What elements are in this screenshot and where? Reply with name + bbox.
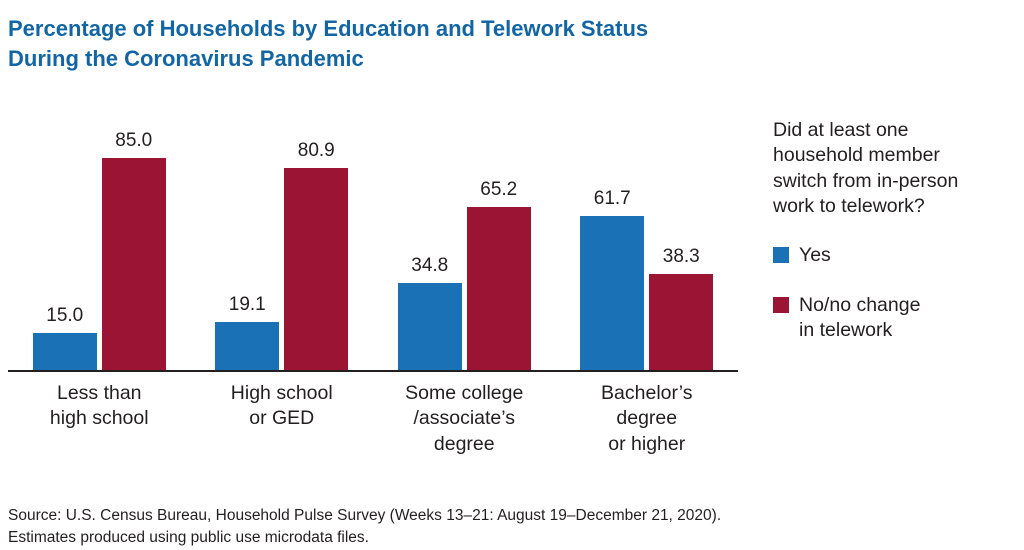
bar-yes-3: 61.7 — [580, 188, 645, 370]
source-line-2: Estimates produced using public use micr… — [8, 529, 369, 547]
legend-item-no: No/no change in telework — [773, 293, 1018, 344]
value-label-yes-0: 15.0 — [46, 304, 84, 326]
plot-area: 15.0 85.0 19.1 80.9 34.8 65.2 61.7 38.3 — [8, 120, 738, 370]
category-label-2: Some college /associate’s degree — [405, 382, 524, 455]
legend-question: Did at least one household member switch… — [773, 119, 959, 218]
x-axis-line — [8, 370, 738, 372]
legend: Did at least one household member switch… — [773, 118, 1018, 343]
bar-group-3: 61.7 38.3 — [580, 188, 714, 370]
bar-no-2: 65.2 — [466, 179, 531, 370]
category-label-0: Less than high school — [49, 382, 149, 430]
x-axis-labels: Less than high school High school or GED S… — [8, 381, 738, 457]
legend-label-yes: Yes — [799, 244, 831, 267]
legend-swatch-yes — [773, 247, 789, 264]
category-label-1: High school or GED — [230, 382, 333, 430]
legend-item-yes: Yes — [773, 243, 1018, 268]
value-label-no-0: 85.0 — [115, 129, 153, 151]
bar-yes-1: 19.1 — [215, 294, 280, 370]
bar-no-3: 38.3 — [649, 246, 714, 370]
bar-group-2: 34.8 65.2 — [397, 179, 531, 370]
source-note: Source: U.S. Census Bureau, Household Pu… — [8, 505, 721, 550]
value-label-no-1: 80.9 — [297, 139, 335, 161]
source-line-1: Source: U.S. Census Bureau, Household Pu… — [8, 507, 722, 524]
bar-yes-2: 34.8 — [397, 255, 462, 370]
legend-label-no: No/no change in telework — [799, 293, 921, 342]
bar-group-1: 19.1 80.9 — [215, 140, 349, 370]
value-label-no-3: 38.3 — [662, 246, 700, 268]
value-label-yes-3: 61.7 — [593, 187, 631, 209]
value-label-yes-2: 34.8 — [411, 255, 449, 276]
bar-group-0: 15.0 85.0 — [32, 130, 166, 370]
value-label-yes-1: 19.1 — [228, 294, 266, 316]
bar-chart: 15.0 85.0 19.1 80.9 34.8 65.2 61.7 38.3 Less th… — [8, 120, 738, 457]
chart-title: Percentage of Households by Education an… — [8, 16, 649, 71]
category-label-3: Bachelor’s degree or higher — [601, 382, 693, 455]
bar-yes-0: 15.0 — [32, 305, 97, 370]
legend-items: Yes No/no change in telework — [773, 243, 1018, 343]
value-label-no-2: 65.2 — [480, 179, 518, 200]
bar-no-1: 80.9 — [284, 140, 349, 370]
legend-swatch-no — [773, 296, 789, 313]
bar-no-0: 85.0 — [101, 130, 166, 370]
